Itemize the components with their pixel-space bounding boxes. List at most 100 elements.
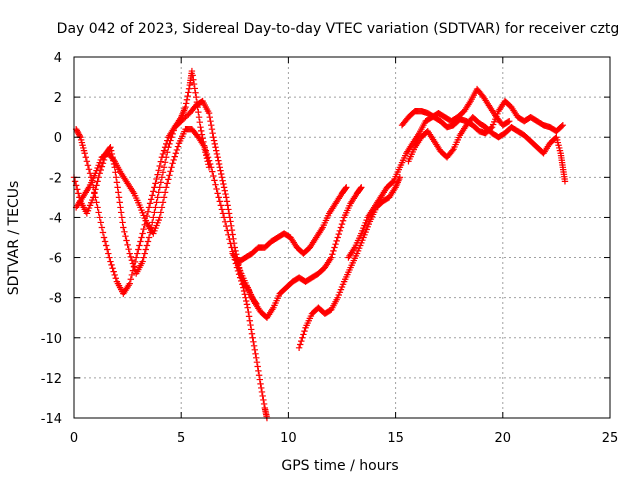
data-point bbox=[558, 122, 565, 130]
data-point bbox=[144, 238, 152, 245]
data-point bbox=[225, 231, 232, 239]
data-point bbox=[115, 194, 123, 201]
data-point bbox=[101, 238, 109, 245]
data-point bbox=[210, 137, 218, 144]
data-point bbox=[198, 127, 205, 135]
y-tick-label: -8 bbox=[49, 292, 62, 307]
data-point bbox=[223, 198, 231, 205]
data-point bbox=[99, 229, 107, 236]
data-point bbox=[158, 174, 166, 181]
data-point bbox=[189, 72, 196, 79]
data-point bbox=[94, 204, 101, 211]
data-point bbox=[184, 92, 191, 100]
data-point bbox=[215, 157, 222, 164]
data-point bbox=[227, 218, 234, 225]
data-point bbox=[190, 76, 197, 83]
data-point bbox=[190, 80, 198, 88]
data-point bbox=[389, 179, 396, 186]
data-point bbox=[185, 85, 193, 92]
data-point bbox=[149, 219, 156, 226]
data-point bbox=[155, 189, 162, 196]
data-point bbox=[95, 174, 102, 181]
data-point bbox=[213, 150, 221, 158]
data-point bbox=[195, 108, 202, 116]
data-point bbox=[116, 199, 123, 206]
series-track-c bbox=[72, 126, 271, 422]
data-point bbox=[137, 238, 144, 245]
data-point bbox=[245, 308, 252, 316]
data-point bbox=[162, 184, 170, 191]
data-point bbox=[119, 219, 126, 226]
data-point bbox=[145, 234, 153, 241]
data-point bbox=[214, 190, 221, 197]
data-point bbox=[245, 313, 253, 320]
data-point bbox=[172, 150, 180, 157]
data-point bbox=[102, 242, 110, 249]
data-point bbox=[215, 160, 223, 168]
series-track-e bbox=[229, 184, 350, 265]
data-point bbox=[208, 164, 215, 171]
data-point bbox=[75, 190, 82, 197]
data-point bbox=[250, 342, 258, 349]
data-point bbox=[141, 250, 148, 257]
data-point bbox=[337, 224, 345, 231]
y-tick-label: -14 bbox=[41, 412, 62, 427]
data-point bbox=[143, 242, 151, 249]
data-point bbox=[182, 103, 189, 111]
data-point bbox=[130, 263, 138, 270]
data-point bbox=[215, 194, 222, 201]
x-tick-label: 10 bbox=[280, 431, 297, 446]
data-point bbox=[156, 184, 163, 191]
data-point bbox=[218, 170, 225, 178]
data-point bbox=[216, 164, 223, 171]
data-point bbox=[111, 271, 118, 279]
data-point bbox=[164, 149, 171, 156]
data-point bbox=[197, 123, 204, 131]
data-point bbox=[223, 222, 230, 230]
data-point bbox=[255, 372, 263, 379]
data-point bbox=[191, 85, 198, 92]
data-point bbox=[219, 177, 226, 184]
data-point bbox=[150, 188, 157, 195]
data-point bbox=[81, 150, 88, 157]
data-point bbox=[164, 180, 171, 187]
data-point bbox=[213, 147, 220, 154]
data-point bbox=[153, 175, 160, 183]
data-point bbox=[165, 176, 172, 183]
data-point bbox=[295, 344, 303, 352]
data-point bbox=[209, 130, 216, 137]
data-point bbox=[227, 240, 234, 247]
data-point bbox=[252, 350, 259, 358]
data-point bbox=[204, 154, 212, 161]
data-point bbox=[167, 168, 174, 175]
data-point bbox=[85, 166, 93, 173]
data-point bbox=[201, 144, 208, 151]
data-point bbox=[107, 144, 114, 151]
data-point bbox=[171, 153, 178, 160]
data-point bbox=[121, 228, 128, 236]
data-point bbox=[228, 244, 235, 251]
plot-frame bbox=[73, 56, 611, 419]
data-point bbox=[208, 121, 215, 129]
data-point bbox=[211, 177, 218, 184]
data-point bbox=[329, 251, 336, 258]
data-point bbox=[98, 163, 106, 170]
data-point bbox=[216, 198, 223, 205]
data-point bbox=[151, 209, 158, 216]
data-point bbox=[223, 194, 230, 201]
data-point bbox=[207, 117, 214, 125]
data-point bbox=[220, 184, 228, 191]
data-point bbox=[396, 174, 404, 181]
data-point bbox=[239, 281, 246, 288]
y-tick-label: -6 bbox=[49, 252, 62, 267]
x-tick-label: 25 bbox=[602, 431, 619, 446]
y-axis-label: SDTVAR / TECUs bbox=[6, 181, 22, 296]
data-point bbox=[156, 214, 163, 221]
data-point bbox=[146, 200, 154, 207]
data-point bbox=[212, 181, 219, 188]
data-point bbox=[114, 184, 121, 191]
x-tick-label: 15 bbox=[387, 431, 404, 446]
data-point bbox=[129, 267, 137, 274]
data-point bbox=[97, 219, 104, 226]
data-point bbox=[122, 232, 129, 240]
